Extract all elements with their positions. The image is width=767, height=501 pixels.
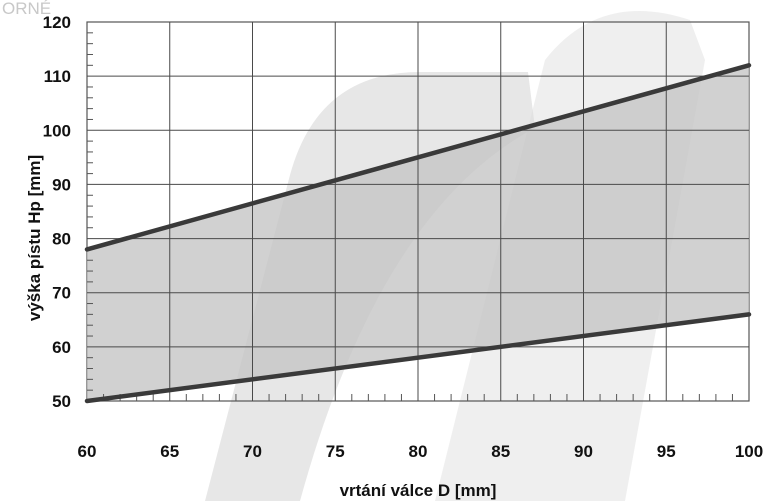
y-axis-title: výška pístu Hp [mm] bbox=[25, 155, 44, 321]
y-tick-label: 110 bbox=[44, 67, 71, 86]
y-tick-label: 60 bbox=[52, 338, 71, 357]
x-axis-title: vrtání válce D [mm] bbox=[340, 481, 497, 500]
x-tick-label: 90 bbox=[574, 442, 593, 461]
x-tick-label: 65 bbox=[160, 442, 179, 461]
x-tick-label: 100 bbox=[735, 442, 763, 461]
y-tick-label: 50 bbox=[52, 392, 71, 411]
x-tick-label: 95 bbox=[657, 442, 676, 461]
y-tick-label: 70 bbox=[52, 284, 71, 303]
x-tick-label: 75 bbox=[326, 442, 345, 461]
x-tick-label: 80 bbox=[409, 442, 428, 461]
x-tick-label: 60 bbox=[78, 442, 97, 461]
watermark-text: ORNÉ bbox=[2, 0, 51, 18]
y-tick-label: 120 bbox=[43, 13, 71, 32]
series-line-lower bbox=[84, 312, 752, 404]
y-tick-label: 90 bbox=[52, 175, 71, 194]
x-tick-label: 70 bbox=[243, 442, 262, 461]
series-line-upper bbox=[84, 63, 752, 252]
y-tick-label: 80 bbox=[52, 230, 71, 249]
y-tick-label: 100 bbox=[43, 121, 71, 140]
x-tick-label: 85 bbox=[491, 442, 510, 461]
